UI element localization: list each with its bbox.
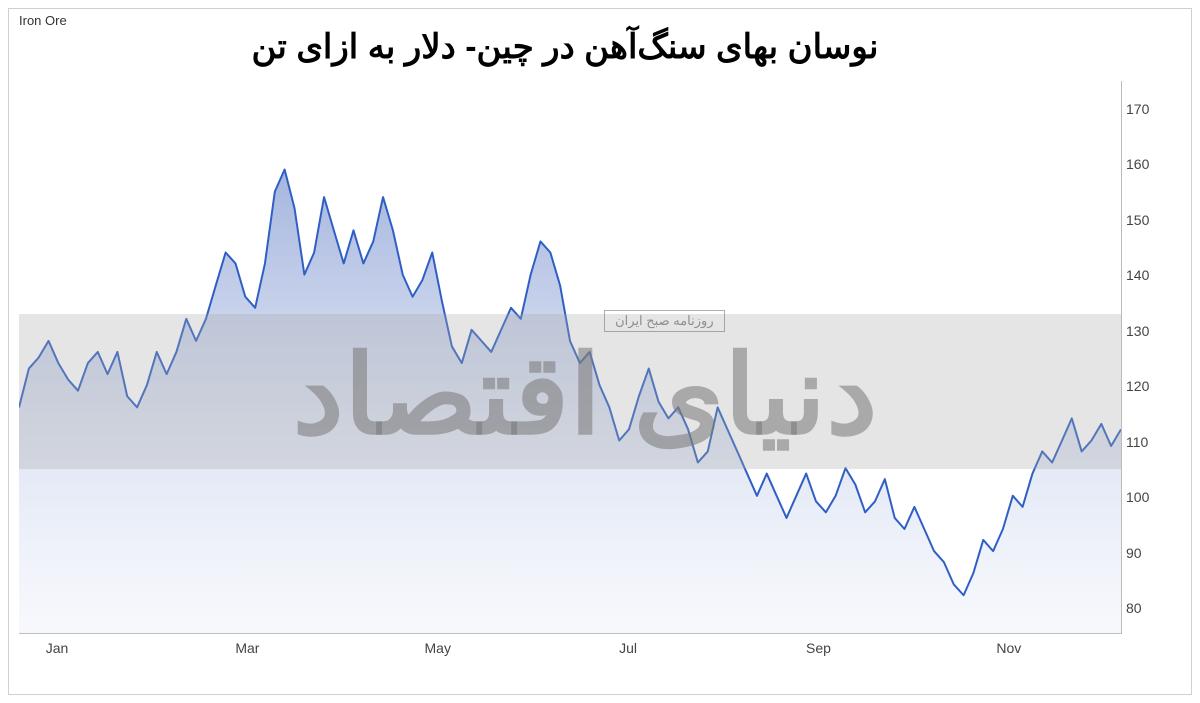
y-tick-label: 150 <box>1118 212 1181 228</box>
y-tick-label: 130 <box>1118 323 1181 339</box>
y-tick-label: 80 <box>1118 600 1181 616</box>
y-tick-label: 160 <box>1118 156 1181 172</box>
x-axis: Jan Mar May Jul Sep Nov <box>19 640 1121 664</box>
x-tick-label: Nov <box>996 640 1021 656</box>
chart-svg <box>19 81 1121 634</box>
y-tick-label: 140 <box>1118 267 1181 283</box>
y-tick-label: 90 <box>1118 545 1181 561</box>
chart-frame: Iron Ore نوسان بهای سنگ‌آهن در چین- دلار… <box>8 8 1192 695</box>
y-axis: 8090100110120130140150160170 <box>1126 81 1181 634</box>
plot-area <box>19 81 1121 634</box>
x-tick-label: Jul <box>619 640 637 656</box>
y-tick-label: 170 <box>1118 101 1181 117</box>
chart-title: نوسان بهای سنگ‌آهن در چین- دلار به ازای … <box>9 27 1121 67</box>
y-tick-label: 110 <box>1118 434 1181 450</box>
x-tick-label: May <box>425 640 451 656</box>
y-tick-label: 100 <box>1118 489 1181 505</box>
x-tick-label: Sep <box>806 640 831 656</box>
x-tick-label: Mar <box>235 640 259 656</box>
top-left-label: Iron Ore <box>19 13 67 28</box>
x-tick-label: Jan <box>46 640 69 656</box>
y-tick-label: 120 <box>1118 378 1181 394</box>
